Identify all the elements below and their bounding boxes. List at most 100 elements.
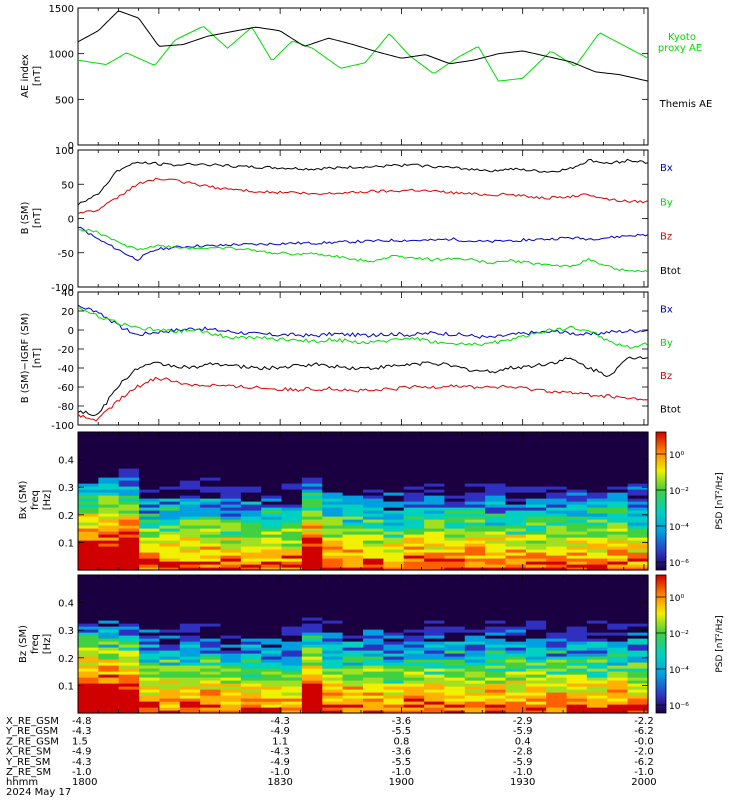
spectrogram-cell	[444, 587, 466, 591]
spectrogram-cell	[546, 432, 568, 436]
spectrogram-cell	[627, 665, 649, 669]
spectrogram-cell	[383, 477, 405, 481]
spectrogram-cell	[139, 578, 161, 582]
spectrogram-cell	[139, 692, 161, 696]
spectrogram-cell	[159, 584, 181, 588]
spectrogram-cell	[240, 522, 262, 526]
spectrogram-cell	[98, 599, 120, 603]
spectrogram-cell	[78, 623, 99, 627]
spectrogram-cell	[179, 656, 201, 660]
spectrogram-cell	[525, 665, 547, 669]
spectrogram-cell	[424, 564, 446, 568]
spectrogram-cell	[586, 635, 608, 639]
spectrogram-cell	[566, 468, 588, 472]
spectrogram-cell	[464, 543, 486, 547]
spectrogram-cell	[627, 650, 649, 654]
spectrogram-cell	[220, 477, 242, 481]
spectrogram-cell	[220, 617, 242, 621]
spectrogram-cell	[179, 614, 201, 618]
spectrogram-cell	[444, 674, 466, 678]
spectrogram-cell	[464, 555, 486, 559]
spectrogram-cell	[383, 435, 405, 439]
spectrogram-cell	[159, 698, 181, 702]
spectrogram-cell	[607, 707, 629, 711]
spectrogram-cell	[98, 608, 120, 612]
spectrogram-cell	[363, 641, 384, 645]
spectrogram-cell	[200, 531, 222, 535]
spectrogram-cell	[240, 483, 262, 487]
spectrogram-cell	[424, 483, 446, 487]
spectrogram-cell	[322, 626, 344, 630]
spectrogram-cell	[464, 680, 486, 684]
spectrogram-cell	[424, 450, 446, 454]
spectrogram-cell	[139, 677, 161, 681]
spectrogram-cell	[607, 668, 629, 672]
spectrogram-cell	[118, 489, 140, 493]
spectrogram-cell	[383, 528, 405, 532]
ephemeris-value: -5.5	[392, 757, 412, 768]
spectrogram-cell	[118, 498, 140, 502]
spectrogram-cell	[505, 599, 527, 603]
spectrogram-cell	[139, 575, 161, 579]
spectrogram-cell	[525, 441, 547, 445]
spectrogram-cell	[281, 483, 303, 487]
spectrogram-cell	[322, 635, 344, 639]
spectrogram-cell	[159, 620, 181, 624]
spectrogram-cell	[464, 483, 486, 487]
spectrogram-cell	[464, 486, 486, 490]
spectrogram-cell	[444, 605, 466, 609]
spectrogram-cell	[607, 710, 629, 714]
spectrogram-cell	[363, 632, 384, 636]
spectrogram-cell	[424, 656, 446, 660]
spectrogram-cell	[607, 671, 629, 675]
spectrogram-cell	[566, 689, 588, 693]
spectrogram-cell	[546, 492, 568, 496]
spectrogram-cell	[118, 456, 140, 460]
spectrogram-cell	[546, 522, 568, 526]
spectrogram-cell	[139, 516, 161, 520]
spectrogram-cell	[118, 692, 140, 696]
spectrogram-cell	[566, 683, 588, 687]
spectrogram-cell	[363, 465, 384, 469]
spectrogram-cell	[118, 522, 140, 526]
spectrogram-cell	[261, 534, 283, 538]
spectrogram-cell	[485, 626, 507, 630]
spectrogram-cell	[383, 489, 405, 493]
spectrogram-cell	[322, 543, 344, 547]
spectrogram-cell	[342, 450, 364, 454]
spectrogram-cell	[546, 495, 568, 499]
spectrogram-cell	[627, 561, 649, 565]
spectrogram-cell	[363, 626, 384, 630]
spectrogram-cell	[98, 504, 120, 508]
spectrogram-cell	[403, 704, 425, 708]
spectrogram-cell	[505, 674, 527, 678]
spectrogram-cell	[98, 680, 120, 684]
spectrogram-cell	[159, 552, 181, 556]
spectrogram-cell	[444, 704, 466, 708]
spectrogram-cell	[301, 540, 323, 544]
spectrogram-cell	[159, 564, 181, 568]
spectrogram-cell	[78, 575, 99, 579]
y-tick-label: 20	[61, 307, 74, 318]
spectrogram-cell	[322, 578, 344, 582]
spectrogram-cell	[464, 477, 486, 481]
spectrogram-cell	[444, 540, 466, 544]
spectrogram-cell	[627, 710, 649, 714]
spectrogram-cell	[179, 662, 201, 666]
spectrogram-cell	[240, 650, 262, 654]
ephemeris-value: -2.0	[634, 747, 654, 758]
spectrogram-cell	[301, 692, 323, 696]
spectrogram-cell	[485, 519, 507, 523]
spectrogram-cell	[159, 674, 181, 678]
spectrogram-cell	[424, 543, 446, 547]
spectrogram-cell	[566, 453, 588, 457]
spectrogram-cell	[200, 593, 222, 597]
spectrogram-cell	[342, 608, 364, 612]
spectrogram-cell	[179, 432, 201, 436]
spectrogram-cell	[586, 653, 608, 657]
spectrogram-cell	[159, 593, 181, 597]
spectrogram-cell	[586, 683, 608, 687]
spectrogram-cell	[179, 629, 201, 633]
spectrogram-cell	[485, 522, 507, 526]
spectrogram-cell	[586, 671, 608, 675]
